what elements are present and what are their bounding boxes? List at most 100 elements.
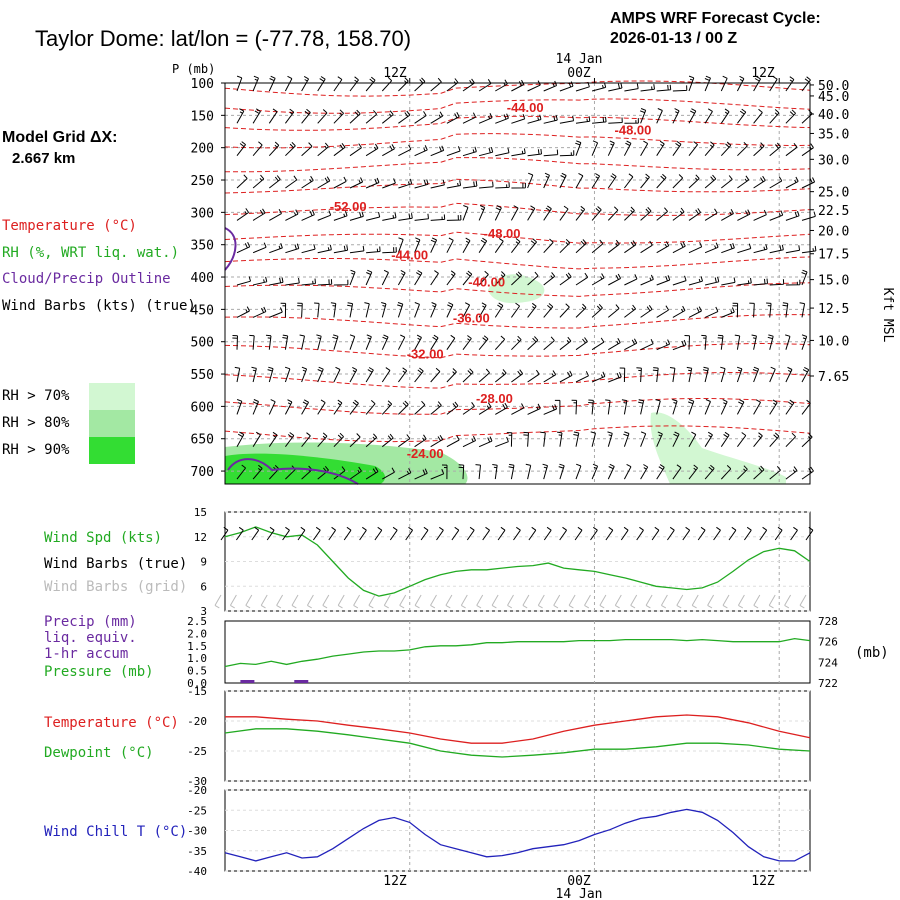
upper-wind-barb (656, 207, 668, 221)
upper-wind-barb (543, 404, 558, 415)
temperature-contour (224, 371, 811, 389)
upper-wind-barb (494, 302, 504, 318)
upper-wind-barb (381, 334, 389, 350)
upper-wind-barb (559, 336, 572, 351)
upper-wind-barb (672, 339, 687, 351)
upper-wind-barb (317, 244, 332, 254)
upper-wind-barb (349, 269, 356, 286)
upper-wind-barb (785, 366, 793, 383)
surface-wind-barb-true (482, 526, 491, 541)
upper-wind-barb (236, 75, 243, 92)
upper-wind-barb (527, 369, 540, 383)
upper-wind-barb (801, 245, 817, 254)
upper-wind-barb (382, 144, 395, 157)
upper-wind-barb (430, 145, 445, 157)
upper-wind-barb (575, 303, 587, 318)
upper-wind-barb (316, 334, 322, 350)
surface-wind-barb-true (543, 526, 552, 541)
upper-wind-barb (252, 399, 259, 415)
upper-wind-barb (769, 244, 784, 254)
upper-wind-barb (252, 306, 267, 318)
upper-wind-barb (511, 238, 521, 254)
upper-wind-barb (688, 241, 703, 254)
upper-wind-barb (414, 179, 429, 189)
upper-wind-barb (430, 367, 441, 383)
height-tick-label: 7.65 (818, 370, 849, 385)
upper-wind-barb (672, 399, 678, 415)
upper-wind-barb (297, 302, 303, 318)
upper-wind-barb (446, 435, 460, 448)
upper-wind-barb (704, 108, 713, 124)
rh-shading (225, 274, 786, 484)
upper-wind-barb (543, 238, 554, 254)
upper-wind-barb (624, 173, 634, 189)
pressure-tick-label: 450 (191, 303, 214, 318)
upper-wind-barb (688, 276, 703, 286)
upper-wind-barb (333, 399, 343, 415)
upper-wind-barb (414, 302, 420, 318)
surface-wind-barb-true (420, 526, 429, 541)
upper-wind-barb (301, 432, 311, 448)
upper-wind-barb (365, 211, 381, 221)
upper-wind-barb (414, 237, 421, 253)
upper-wind-barb (462, 368, 474, 383)
upper-wind-barb (299, 334, 305, 350)
wind-chill-tick-label: -30 (187, 825, 207, 838)
precip-tick-label: 0.5 (187, 665, 207, 678)
upper-wind-barb (365, 400, 376, 415)
temperature-contour (224, 314, 811, 329)
surface-wind-barb-grid (291, 594, 299, 609)
wind-tick-label: 15 (194, 506, 207, 519)
temperature-contour (224, 98, 811, 114)
temperature-contour-label: -24.00 (407, 446, 444, 461)
temperature-contour (224, 425, 811, 443)
upper-wind-barb (751, 334, 757, 350)
upper-wind-barb (801, 466, 814, 480)
upper-wind-barb (607, 304, 620, 318)
upper-wind-barb (656, 464, 665, 480)
upper-wind-barb (462, 181, 478, 189)
upper-wind-barb (656, 305, 670, 318)
upper-wind-barb (542, 463, 548, 480)
surface-wind-barb-true (682, 526, 691, 541)
upper-wind-barb (301, 75, 310, 92)
height-tick-label: 15.0 (818, 274, 849, 289)
legend-rh90-swatch (89, 437, 135, 464)
upper-wind-barb (753, 244, 768, 254)
surface-wind-barb-true (559, 526, 568, 541)
upper-wind-barb (284, 75, 293, 92)
upper-wind-barb (801, 433, 813, 448)
legend-pressure: Pressure (mb) (44, 664, 154, 680)
upper-wind-barb (495, 147, 510, 157)
surface-wind-barb-true (297, 526, 306, 541)
upper-wind-barb (607, 463, 615, 480)
upper-wind-barb (559, 205, 569, 221)
upper-wind-barb (397, 334, 406, 350)
upper-wind-barb (511, 369, 524, 383)
rh70-region-late (650, 412, 786, 484)
surface-wind-barb-grid (353, 594, 361, 609)
upper-wind-barb (446, 112, 460, 124)
surface-wind-barb-true (666, 526, 675, 541)
upper-wind-barb (686, 366, 693, 383)
upper-wind-barb (349, 245, 365, 254)
upper-wind-barb (317, 176, 331, 189)
upper-wind-barb (704, 431, 713, 447)
upper-wind-barb (527, 302, 537, 318)
surface-wind-barb-grid (768, 594, 776, 609)
time-section-frame (224, 82, 811, 485)
upper-wind-barb (268, 141, 280, 157)
surface-wind-barb-true (513, 526, 521, 541)
upper-wind-barb (656, 84, 672, 92)
pressure-tick-label-right: 726 (818, 636, 838, 649)
upper-wind-barb (769, 109, 780, 124)
surface-wind-barb-grid (476, 594, 484, 609)
upper-wind-barb (475, 464, 481, 480)
pressure-tick-label: 600 (191, 400, 214, 415)
upper-wind-barb (619, 367, 626, 383)
upper-wind-barb (734, 334, 741, 350)
upper-wind-barb (799, 302, 806, 318)
upper-wind-barb (285, 432, 295, 447)
upper-wind-barb (458, 464, 465, 480)
